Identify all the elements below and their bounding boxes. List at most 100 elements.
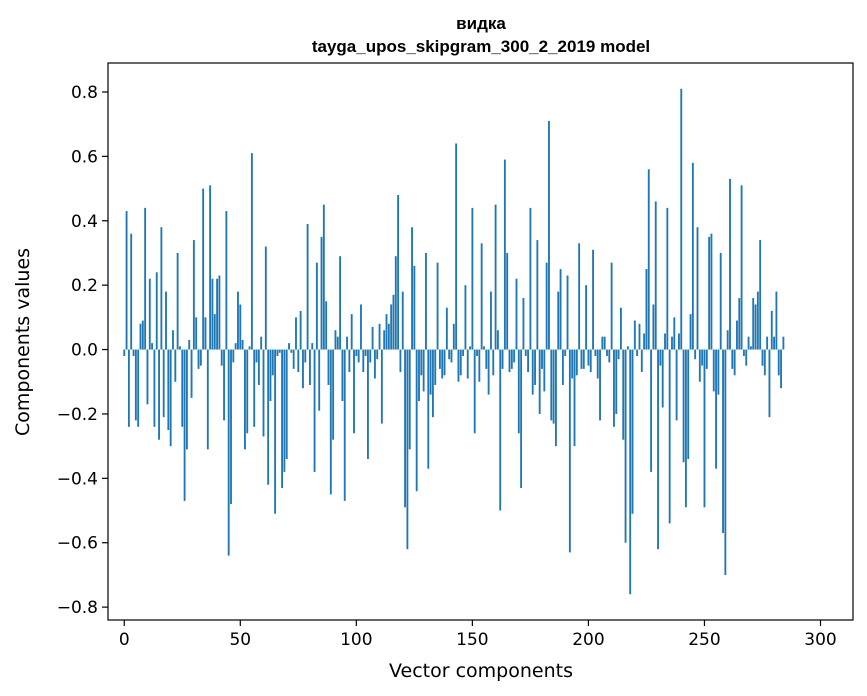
bar bbox=[450, 349, 453, 363]
bar bbox=[763, 349, 766, 376]
bar bbox=[645, 269, 648, 350]
bar bbox=[759, 240, 762, 350]
bar bbox=[183, 349, 186, 501]
y-tick-label: −0.2 bbox=[57, 405, 98, 425]
bar bbox=[550, 349, 553, 421]
bar bbox=[408, 349, 411, 450]
bar bbox=[766, 336, 769, 350]
bar bbox=[687, 349, 690, 460]
bar bbox=[606, 349, 608, 356]
bar bbox=[250, 153, 253, 350]
bar bbox=[715, 349, 717, 469]
bar bbox=[397, 195, 400, 350]
bar bbox=[777, 349, 780, 376]
bar bbox=[524, 349, 527, 356]
bar bbox=[506, 252, 509, 350]
bar bbox=[678, 333, 680, 350]
bar bbox=[747, 336, 750, 350]
chart-subtitle: tayga_upos_skipgram_300_2_2019 model bbox=[312, 37, 650, 56]
bar bbox=[127, 349, 130, 427]
bar bbox=[578, 243, 581, 350]
bar bbox=[418, 349, 420, 402]
bar bbox=[564, 349, 567, 356]
bar bbox=[473, 349, 476, 434]
bar bbox=[745, 349, 748, 366]
bar bbox=[738, 298, 741, 350]
bar bbox=[712, 349, 715, 392]
bar bbox=[360, 304, 362, 350]
bar bbox=[462, 349, 465, 356]
y-tick-label: 0.8 bbox=[71, 83, 98, 103]
bar bbox=[573, 349, 576, 447]
bar bbox=[218, 275, 221, 350]
bar bbox=[241, 339, 244, 350]
bar bbox=[455, 143, 458, 350]
bar bbox=[269, 349, 272, 402]
bar bbox=[295, 317, 297, 350]
bar bbox=[531, 349, 534, 395]
bar bbox=[534, 349, 536, 385]
bar bbox=[555, 349, 557, 447]
bar bbox=[223, 349, 225, 421]
bar bbox=[650, 349, 653, 472]
bar bbox=[350, 314, 353, 350]
bar bbox=[773, 336, 776, 350]
bar bbox=[271, 349, 274, 376]
bar bbox=[234, 343, 237, 350]
bar bbox=[673, 317, 676, 350]
bar bbox=[302, 349, 304, 389]
bar bbox=[548, 120, 550, 350]
bar bbox=[167, 349, 170, 431]
bar bbox=[445, 307, 448, 350]
bar bbox=[274, 349, 277, 514]
bar bbox=[431, 349, 434, 418]
bar bbox=[436, 262, 439, 350]
bar bbox=[413, 265, 416, 350]
bar bbox=[601, 336, 604, 350]
bar bbox=[387, 323, 390, 350]
bar bbox=[406, 349, 409, 550]
bar bbox=[292, 349, 295, 369]
bar bbox=[722, 349, 724, 534]
bar bbox=[742, 349, 745, 356]
bar bbox=[213, 314, 216, 350]
bar bbox=[754, 304, 757, 350]
bar bbox=[689, 314, 692, 350]
bar bbox=[283, 349, 286, 472]
bar bbox=[659, 349, 662, 366]
bar bbox=[348, 349, 351, 373]
y-tick-label: 0.4 bbox=[71, 212, 98, 232]
bar bbox=[626, 346, 629, 350]
bar bbox=[327, 349, 330, 385]
y-tick-label: −0.4 bbox=[57, 469, 98, 489]
bar bbox=[172, 330, 174, 350]
bar bbox=[543, 349, 546, 392]
bar bbox=[362, 349, 365, 373]
bar bbox=[151, 343, 154, 350]
bar bbox=[422, 349, 425, 392]
bar bbox=[132, 349, 135, 356]
bar bbox=[290, 349, 293, 353]
bar bbox=[710, 233, 713, 350]
bar bbox=[371, 327, 374, 350]
bar bbox=[568, 349, 571, 553]
bar bbox=[459, 349, 462, 376]
bar bbox=[643, 333, 646, 350]
bar bbox=[684, 349, 687, 508]
bar bbox=[719, 252, 722, 350]
bar bbox=[334, 330, 337, 350]
bar bbox=[696, 227, 699, 350]
bar bbox=[288, 343, 290, 350]
bar bbox=[636, 349, 639, 356]
bar bbox=[587, 349, 590, 366]
bar bbox=[267, 349, 270, 485]
bar bbox=[448, 349, 451, 360]
bar bbox=[582, 349, 585, 369]
bar bbox=[202, 188, 205, 350]
x-tick-label: 0 bbox=[119, 630, 130, 650]
bar bbox=[517, 349, 520, 434]
bar bbox=[225, 211, 228, 350]
bar bbox=[657, 349, 659, 550]
bar bbox=[383, 330, 386, 350]
bar bbox=[244, 349, 246, 450]
